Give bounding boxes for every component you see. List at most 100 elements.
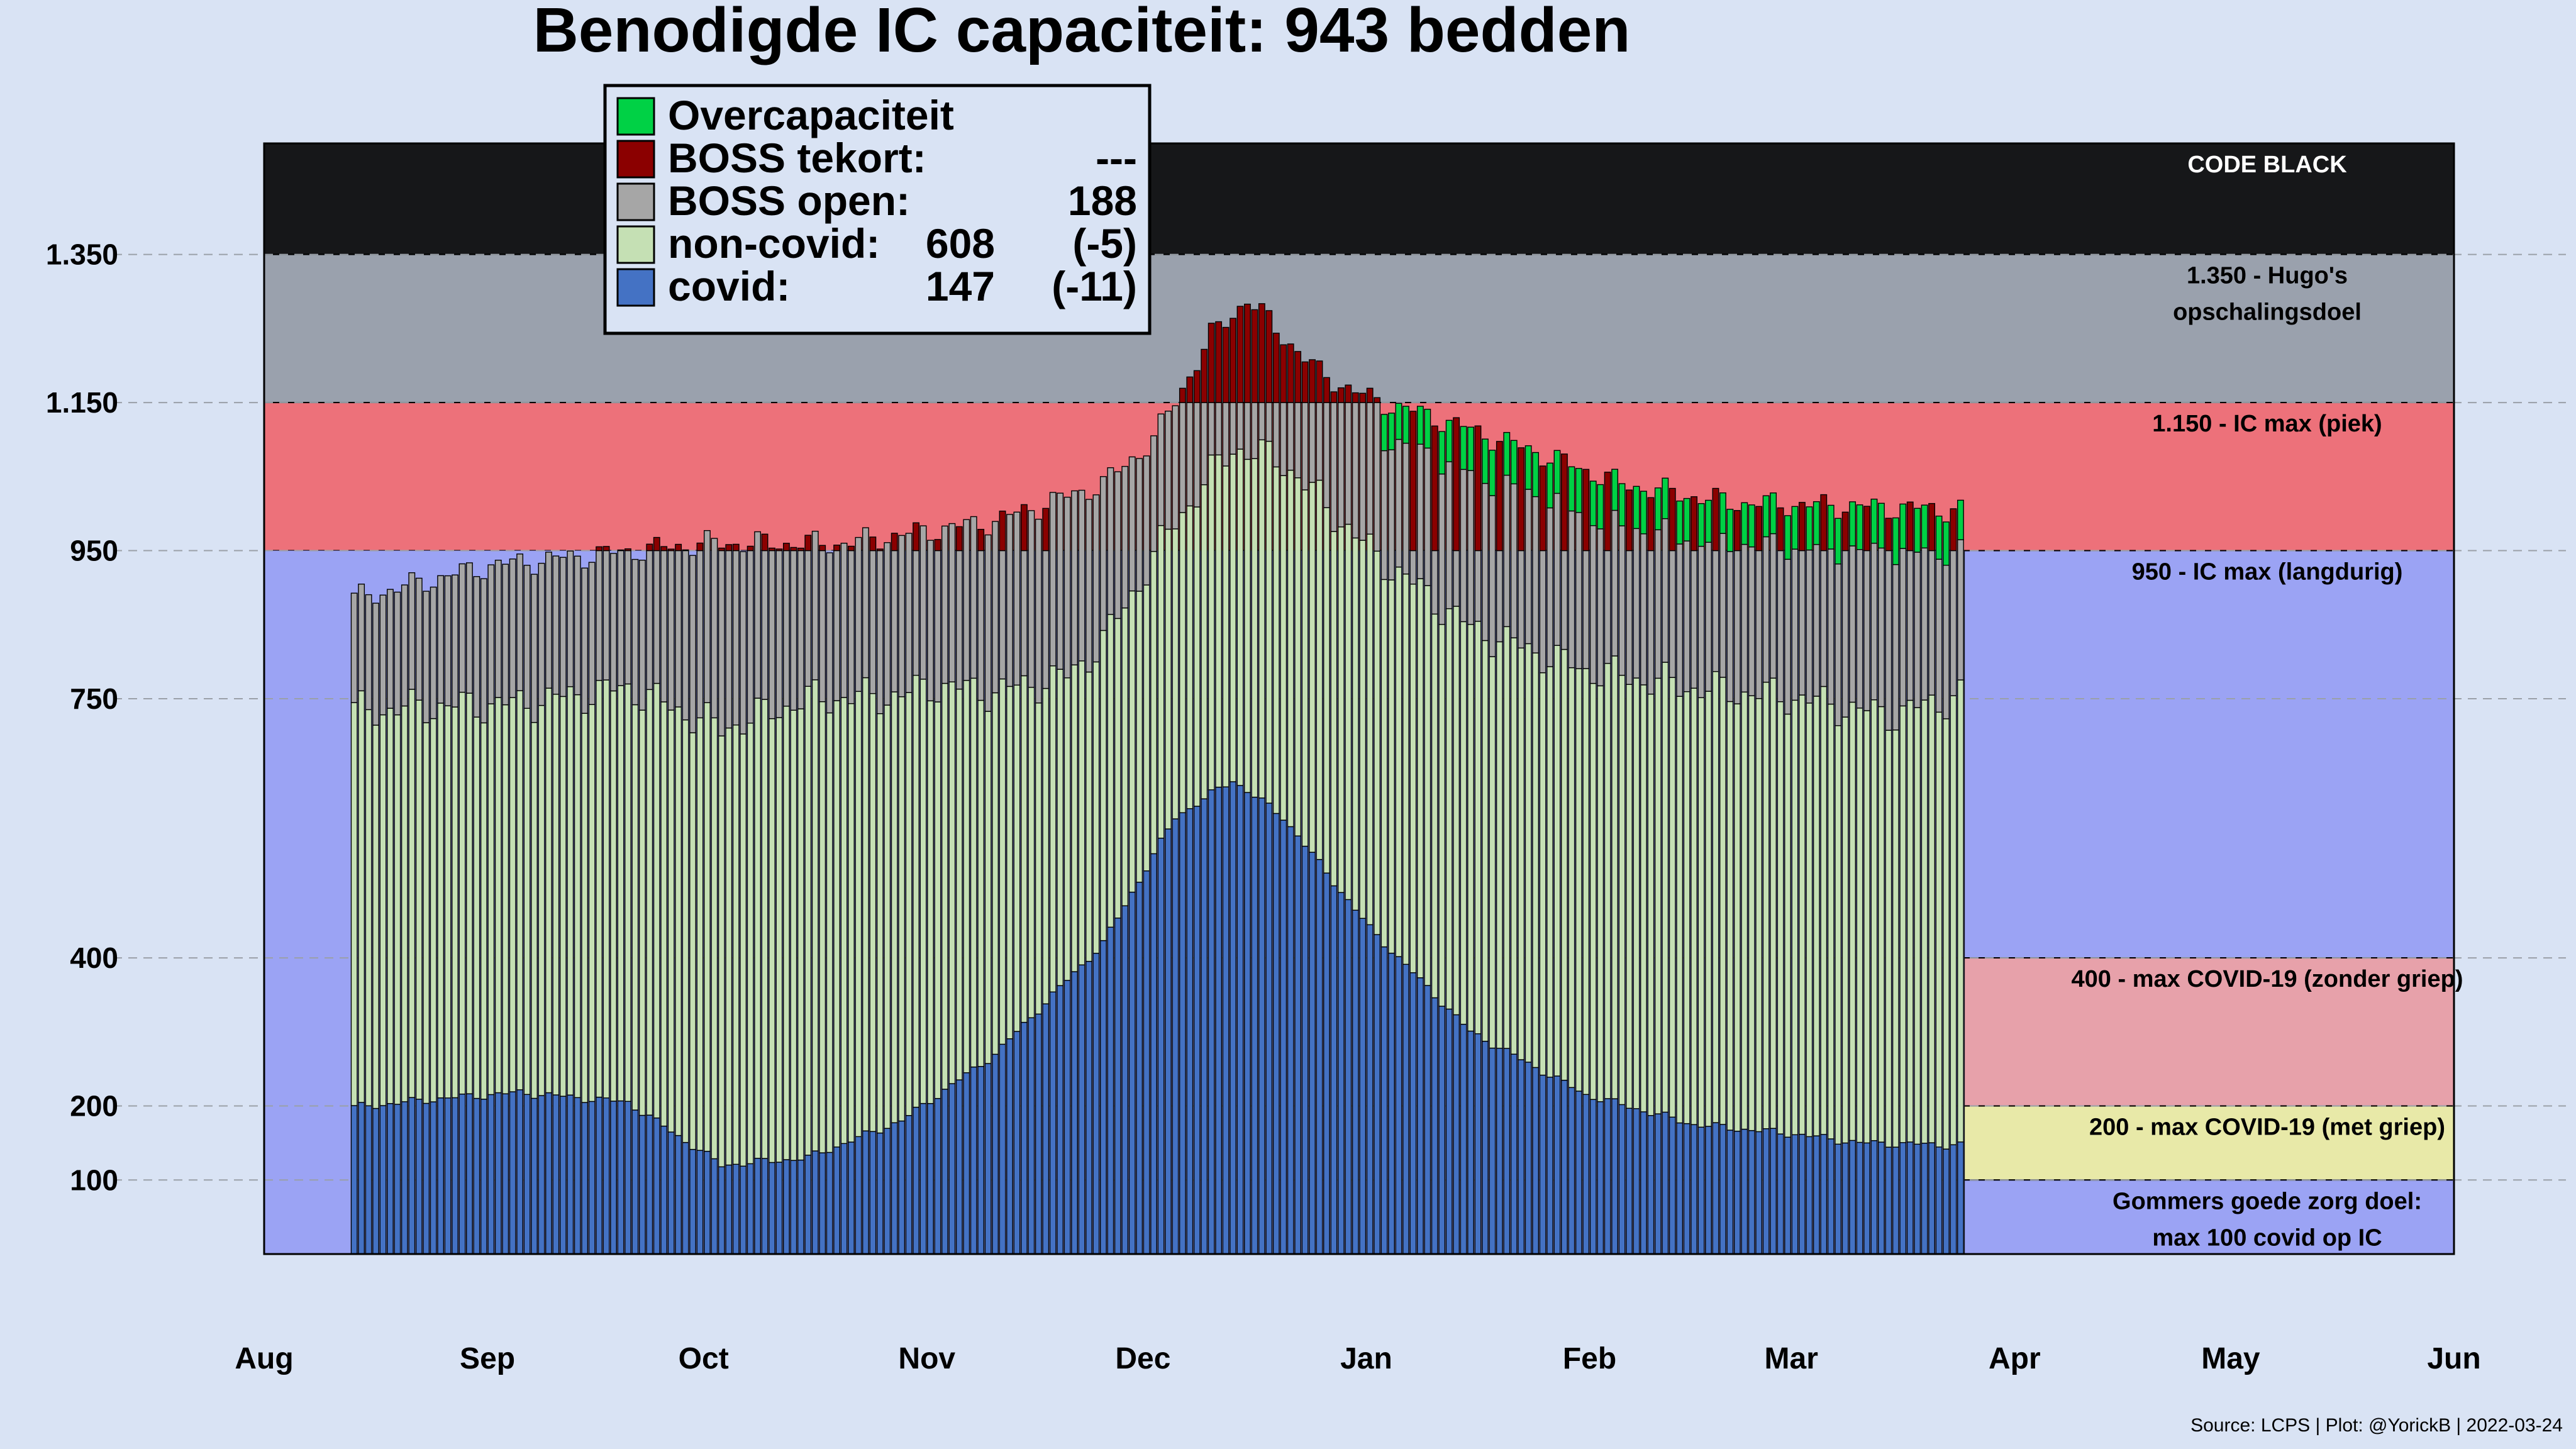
bar-segment-overcapaciteit [1877, 502, 1885, 549]
bar-segment-non-covid [833, 700, 841, 1148]
bar-segment-covid [1892, 1146, 1899, 1255]
bar-segment-boss-open [1258, 402, 1265, 441]
bar-segment-covid [1914, 1143, 1921, 1255]
bar-segment-boss-open [394, 591, 401, 716]
bar-segment-boss-open [1474, 550, 1482, 622]
bar-segment-non-covid [401, 705, 408, 1102]
bar-segment-covid [1323, 872, 1330, 1255]
bar-segment-non-covid [1057, 669, 1064, 986]
bar-segment-boss-open [682, 550, 689, 721]
bar-segment-covid [1280, 819, 1287, 1255]
bar-segment-covid [350, 1105, 358, 1255]
bar-segment-covid [1482, 1040, 1489, 1255]
band-0 [264, 143, 2455, 255]
bar-segment-non-covid [740, 733, 747, 1167]
bar-segment-boss-open [1114, 471, 1121, 619]
bar-segment-covid [1035, 1013, 1042, 1255]
bar-segment-boss-open [646, 550, 653, 691]
bar-segment-boss-open [444, 575, 452, 706]
bar-segment-boss-tekort [804, 535, 812, 552]
bar-segment-covid [1618, 1104, 1626, 1255]
bar-segment-boss-tekort [1193, 370, 1201, 403]
bar-segment-boss-open [1330, 402, 1338, 532]
bar-segment-boss-open [452, 574, 458, 708]
bar-segment-non-covid [1561, 648, 1568, 1081]
bar-segment-covid [682, 1141, 689, 1255]
bar-segment-boss-open [574, 555, 581, 696]
bar-segment-covid [977, 1066, 985, 1255]
band-label: 1.150 - IC max (piek) [2152, 411, 2382, 437]
bar-segment-boss-open [833, 550, 841, 701]
bar-segment-boss-open [1244, 402, 1251, 460]
bar-segment-covid [660, 1125, 668, 1255]
bar-segment-covid [1719, 1124, 1726, 1255]
bar-segment-boss-open [1733, 550, 1741, 704]
legend-swatch [616, 268, 655, 307]
bar-segment-covid [401, 1101, 408, 1255]
bar-segment-covid [523, 1094, 531, 1255]
bar-segment-non-covid [718, 735, 725, 1168]
bar-segment-boss-open [905, 533, 913, 693]
bar-segment-covid [1201, 798, 1208, 1255]
bar-segment-boss-open [1071, 490, 1078, 665]
bar-segment-boss-open [1770, 533, 1777, 679]
bar-segment-non-covid [646, 689, 653, 1116]
bar-segment-overcapaciteit [1914, 508, 1921, 553]
bar-segment-boss-open [1589, 525, 1597, 684]
bar-segment-boss-open [1460, 469, 1467, 623]
bar-segment-boss-open [487, 564, 495, 704]
bar-segment-non-covid [1719, 677, 1726, 1125]
bar-segment-boss-open [617, 550, 625, 686]
bar-segment-boss-open [1597, 528, 1604, 687]
bar-segment-covid [992, 1053, 999, 1255]
bar-segment-boss-open [934, 550, 941, 702]
bar-segment-boss-open [1186, 402, 1194, 507]
bar-segment-covid [769, 1162, 775, 1255]
bar-segment-non-covid [1885, 730, 1892, 1148]
bar-segment-covid [1416, 977, 1424, 1255]
bar-segment-non-covid [1172, 528, 1179, 819]
bar-segment-non-covid [1770, 677, 1777, 1129]
bar-segment-boss-open [1755, 550, 1763, 699]
bar-segment-non-covid [782, 706, 790, 1160]
bar-segment-covid [372, 1108, 379, 1255]
bar-segment-non-covid [984, 711, 992, 1064]
bar-segment-boss-open [984, 534, 992, 712]
bar-segment-boss-tekort [1186, 376, 1194, 403]
x-tick-label: Apr [1989, 1342, 2041, 1375]
bar-segment-non-covid [1230, 453, 1236, 782]
bar-segment-overcapaciteit [1467, 426, 1474, 471]
bar-segment-covid [1546, 1077, 1553, 1255]
bar-segment-boss-tekort [1230, 318, 1236, 403]
bar-segment-boss-open [826, 552, 833, 714]
bar-segment-covid [1741, 1128, 1748, 1255]
bar-segment-boss-open [747, 550, 754, 724]
bar-segment-boss-tekort [1950, 508, 1957, 552]
bar-segment-boss-open [761, 550, 769, 700]
bar-segment-boss-tekort [1272, 333, 1280, 403]
bar-segment-boss-tekort [1582, 469, 1590, 552]
bar-segment-non-covid [1712, 671, 1719, 1123]
bar-segment-covid [1150, 853, 1157, 1255]
bar-segment-boss-tekort [596, 546, 603, 552]
bar-segment-covid [1726, 1130, 1734, 1255]
bar-segment-non-covid [1380, 579, 1388, 948]
bar-segment-non-covid [1143, 584, 1150, 872]
bar-segment-non-covid [1935, 711, 1943, 1148]
band-2 [264, 402, 2455, 552]
bar-segment-covid [1078, 964, 1085, 1255]
bar-segment-boss-tekort [1841, 511, 1849, 552]
bar-segment-boss-tekort [1712, 487, 1719, 552]
bar-segment-covid [1755, 1131, 1763, 1255]
bar-segment-boss-open [1906, 550, 1914, 701]
bar-segment-non-covid [379, 714, 387, 1106]
bar-segment-non-covid [1280, 475, 1287, 821]
bar-segment-covid [1028, 1017, 1035, 1255]
bar-segment-boss-open [1553, 492, 1561, 646]
bar-segment-non-covid [502, 704, 509, 1094]
bar-segment-boss-open [1395, 438, 1402, 568]
bar-segment-non-covid [840, 697, 848, 1144]
bar-segment-non-covid [1496, 641, 1503, 1049]
bar-segment-non-covid [913, 675, 920, 1108]
bar-segment-covid [1604, 1098, 1611, 1255]
